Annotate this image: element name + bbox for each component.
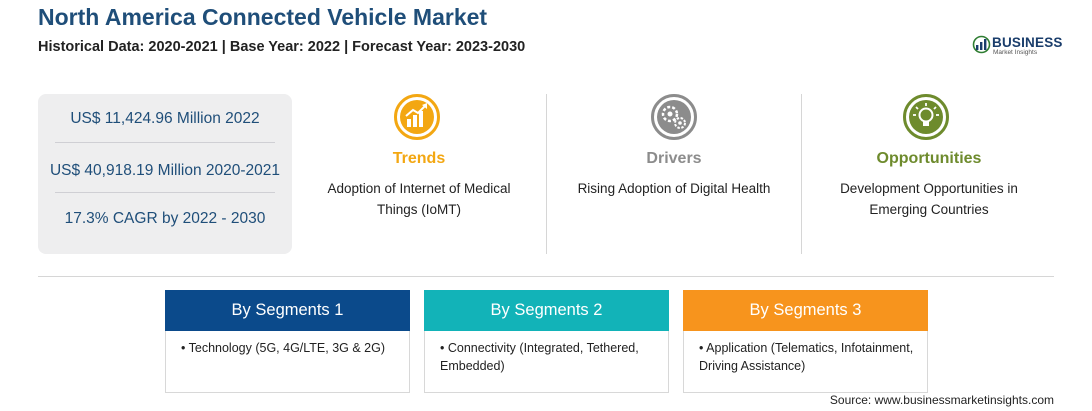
page-subtitle: Historical Data: 2020-2021 | Base Year: … [38, 39, 526, 55]
segment-2-header: By Segments 2 [424, 290, 669, 331]
segment-2-item: • Connectivity (Integrated, Tethered, Em… [440, 341, 639, 373]
column-divider [801, 94, 802, 254]
segment-3-header: By Segments 3 [683, 290, 928, 331]
segment-1-item: • Technology (5G, 4G/LTE, 3G & 2G) [181, 341, 386, 355]
drivers-title: Drivers [646, 150, 702, 167]
opportunities-title: Opportunities [876, 150, 982, 167]
stat-cagr: 17.3% CAGR by 2022 - 2030 [64, 210, 266, 227]
segment-card-2: By Segments 2 • Connectivity (Integrated… [424, 290, 669, 393]
growth-chart-icon [394, 94, 440, 140]
gears-icon [651, 94, 697, 140]
trends-title: Trends [392, 150, 446, 167]
logo-tagline: Market Insights [993, 49, 1038, 56]
section-divider [38, 276, 1054, 277]
logo-globe-icon [972, 35, 991, 54]
segment-1-header: By Segments 1 [165, 290, 410, 331]
drivers-text: Rising Adoption of Digital Health [577, 181, 771, 196]
segment-card-3: By Segments 3 • Application (Telematics,… [683, 290, 928, 393]
page-title: North America Connected Vehicle Market [38, 4, 488, 30]
source-credit: Source: www.businessmarketinsights.com [829, 393, 1054, 407]
stat-divider [55, 142, 275, 143]
column-divider [546, 94, 547, 254]
market-stats-panel: US$ 11,424.96 Million 2022 US$ 40,918.19… [38, 94, 292, 254]
stat-historical-value: US$ 40,918.19 Million 2020-2021 [49, 162, 281, 179]
opportunities-text: Development Opportunities in Emerging Co… [840, 181, 1018, 217]
segment-card-1: By Segments 1 • Technology (5G, 4G/LTE, … [165, 290, 410, 393]
trends-text: Adoption of Internet of Medical Things (… [327, 181, 511, 217]
stat-divider [55, 192, 275, 193]
segment-3-item: • Application (Telematics, Infotainment,… [699, 341, 914, 373]
logo-wordmark: BUSINESS [992, 35, 1063, 50]
brand-logo: BUSINESS Market Insights [972, 34, 1062, 60]
stat-market-size-2022: US$ 11,424.96 Million 2022 [70, 110, 260, 127]
lightbulb-icon [903, 94, 949, 140]
